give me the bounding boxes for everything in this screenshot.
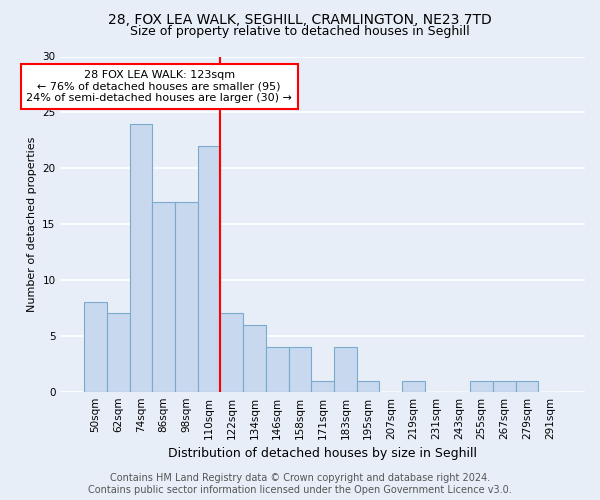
Bar [266,347,289,392]
Bar [107,314,130,392]
Text: 28, FOX LEA WALK, SEGHILL, CRAMLINGTON, NE23 7TD: 28, FOX LEA WALK, SEGHILL, CRAMLINGTON, … [108,12,492,26]
Bar [357,380,379,392]
Bar [175,202,198,392]
Bar [311,380,334,392]
Bar [130,124,152,392]
Bar [243,324,266,392]
Bar [198,146,220,392]
X-axis label: Distribution of detached houses by size in Seghill: Distribution of detached houses by size … [168,447,477,460]
Bar [152,202,175,392]
Y-axis label: Number of detached properties: Number of detached properties [27,136,37,312]
Bar [516,380,538,392]
Bar [470,380,493,392]
Bar [402,380,425,392]
Bar [334,347,357,392]
Bar [84,302,107,392]
Bar [220,314,243,392]
Text: Contains HM Land Registry data © Crown copyright and database right 2024.
Contai: Contains HM Land Registry data © Crown c… [88,474,512,495]
Text: 28 FOX LEA WALK: 123sqm
← 76% of detached houses are smaller (95)
24% of semi-de: 28 FOX LEA WALK: 123sqm ← 76% of detache… [26,70,292,103]
Bar [289,347,311,392]
Text: Size of property relative to detached houses in Seghill: Size of property relative to detached ho… [130,25,470,38]
Bar [493,380,516,392]
